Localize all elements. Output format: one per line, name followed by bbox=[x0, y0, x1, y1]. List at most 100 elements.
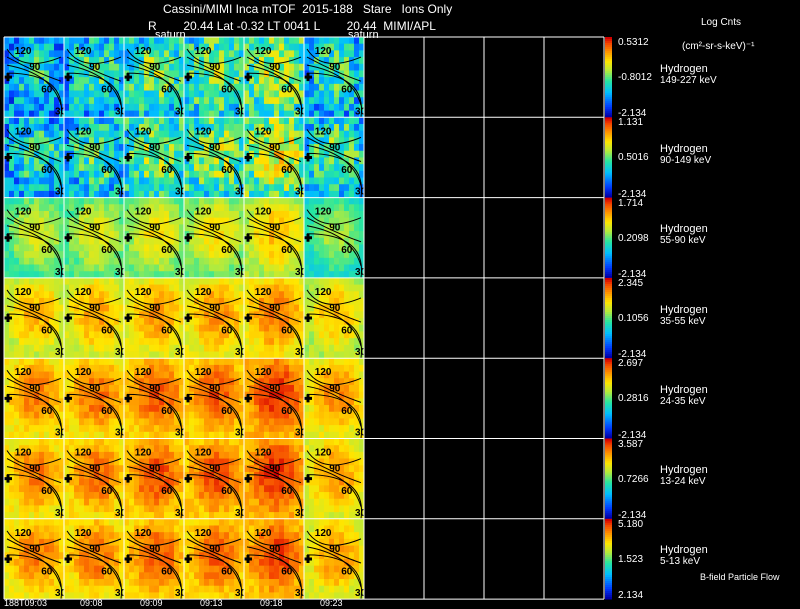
heatmap-cell bbox=[234, 304, 240, 312]
heatmap-cell bbox=[164, 411, 170, 419]
contour-label: 60 bbox=[101, 245, 113, 256]
heatmap-cell bbox=[29, 237, 35, 245]
heatmap-cell bbox=[289, 123, 295, 132]
heatmap-cell bbox=[29, 364, 35, 372]
heatmap-cell bbox=[269, 97, 275, 105]
heatmap-cell bbox=[354, 177, 360, 185]
heatmap-cell bbox=[189, 217, 195, 225]
contour-label: 120 bbox=[255, 207, 272, 218]
heatmap-cell bbox=[54, 324, 60, 332]
heatmap-cell bbox=[69, 231, 75, 239]
heatmap-cell bbox=[104, 170, 110, 178]
heatmap-cell bbox=[234, 37, 240, 45]
heatmap-cell bbox=[84, 405, 90, 413]
heatmap-cell bbox=[24, 197, 30, 205]
heatmap-cell bbox=[139, 297, 145, 306]
contour-label: 90 bbox=[149, 383, 161, 394]
heatmap-cell bbox=[49, 318, 55, 326]
heatmap-cell bbox=[309, 271, 315, 279]
heatmap-cell bbox=[124, 277, 130, 285]
heatmap-cell bbox=[44, 297, 50, 306]
heatmap-cell bbox=[209, 405, 215, 413]
heatmap-cell bbox=[354, 351, 360, 359]
heatmap-cell bbox=[229, 144, 235, 152]
heatmap-cell bbox=[134, 297, 140, 306]
heatmap-cell bbox=[54, 244, 60, 252]
contour-label: 30 bbox=[295, 428, 307, 439]
heatmap-cell bbox=[204, 170, 210, 178]
heatmap-cell bbox=[284, 331, 290, 339]
heatmap-cell bbox=[234, 358, 240, 366]
heatmap-cell bbox=[99, 411, 105, 419]
heatmap-cell bbox=[39, 331, 45, 339]
heatmap-cell bbox=[289, 177, 295, 185]
heatmap-cell bbox=[164, 264, 170, 272]
heatmap-cell bbox=[359, 83, 365, 91]
heatmap-cell bbox=[134, 184, 140, 192]
heatmap-cell bbox=[99, 164, 105, 172]
heatmap-cell bbox=[119, 297, 125, 306]
heatmap-cell bbox=[299, 291, 305, 299]
heatmap-cell bbox=[304, 110, 310, 118]
colorbar-segment bbox=[605, 177, 612, 180]
heatmap-cell bbox=[134, 338, 140, 346]
heatmap-cell bbox=[19, 63, 25, 71]
heatmap-cell bbox=[209, 190, 215, 198]
heatmap-cell bbox=[209, 378, 215, 386]
crosshair-marker bbox=[304, 233, 312, 242]
heatmap-cell bbox=[129, 224, 135, 232]
heatmap-cell bbox=[164, 291, 170, 299]
heatmap-cell bbox=[279, 177, 285, 185]
heatmap-cell bbox=[179, 197, 185, 205]
heatmap-cell bbox=[19, 197, 25, 205]
heatmap-cell bbox=[334, 344, 340, 352]
heatmap-cell bbox=[229, 344, 235, 352]
heatmap-cell bbox=[34, 190, 40, 198]
heatmap-cell bbox=[34, 157, 40, 165]
heatmap-cell bbox=[19, 405, 25, 413]
heatmap-cell bbox=[44, 364, 50, 372]
heatmap-cell bbox=[239, 70, 245, 78]
heatmap-cell bbox=[49, 384, 55, 393]
colorbar-segment bbox=[605, 91, 612, 94]
heatmap-cell bbox=[359, 117, 365, 125]
heatmap-cell bbox=[194, 297, 200, 306]
heatmap-cell bbox=[254, 77, 260, 85]
heatmap-cell bbox=[204, 190, 210, 198]
heatmap-cell bbox=[274, 77, 280, 85]
field-contour-line bbox=[306, 72, 363, 118]
heatmap-cell bbox=[54, 338, 60, 346]
heatmap-cell bbox=[224, 110, 230, 118]
heatmap-cell bbox=[239, 371, 245, 379]
contour-label: 120 bbox=[315, 207, 332, 218]
heatmap-cell bbox=[24, 190, 30, 198]
heatmap-cell bbox=[354, 378, 360, 386]
heatmap-cell bbox=[39, 338, 45, 346]
heatmap-cell bbox=[189, 144, 195, 152]
heatmap-cell bbox=[214, 210, 220, 219]
heatmap-cell bbox=[249, 103, 255, 112]
heatmap-cell bbox=[349, 190, 355, 198]
heatmap-cell bbox=[259, 378, 265, 386]
heatmap-cell bbox=[329, 264, 335, 272]
heatmap-cell bbox=[99, 103, 105, 112]
heatmap-cell bbox=[119, 405, 125, 413]
contour-label: 60 bbox=[281, 85, 293, 96]
heatmap-cell bbox=[284, 103, 290, 112]
heatmap-cell bbox=[324, 311, 330, 319]
heatmap-cell bbox=[264, 164, 270, 172]
heatmap-cell bbox=[279, 297, 285, 306]
heatmap-cell bbox=[269, 291, 275, 299]
heatmap-cell bbox=[324, 90, 330, 98]
heatmap-cell bbox=[309, 43, 315, 51]
heatmap-cell bbox=[199, 324, 205, 332]
heatmap-cell bbox=[104, 117, 110, 125]
heatmap-cell bbox=[4, 277, 10, 285]
field-contour-line bbox=[246, 233, 303, 278]
heatmap-cell bbox=[144, 170, 150, 178]
contour-label: 90 bbox=[29, 142, 41, 153]
heatmap-cell bbox=[239, 117, 245, 125]
heatmap-cell bbox=[159, 63, 165, 71]
heatmap-cell bbox=[89, 77, 95, 85]
heatmap-cell bbox=[89, 144, 95, 152]
